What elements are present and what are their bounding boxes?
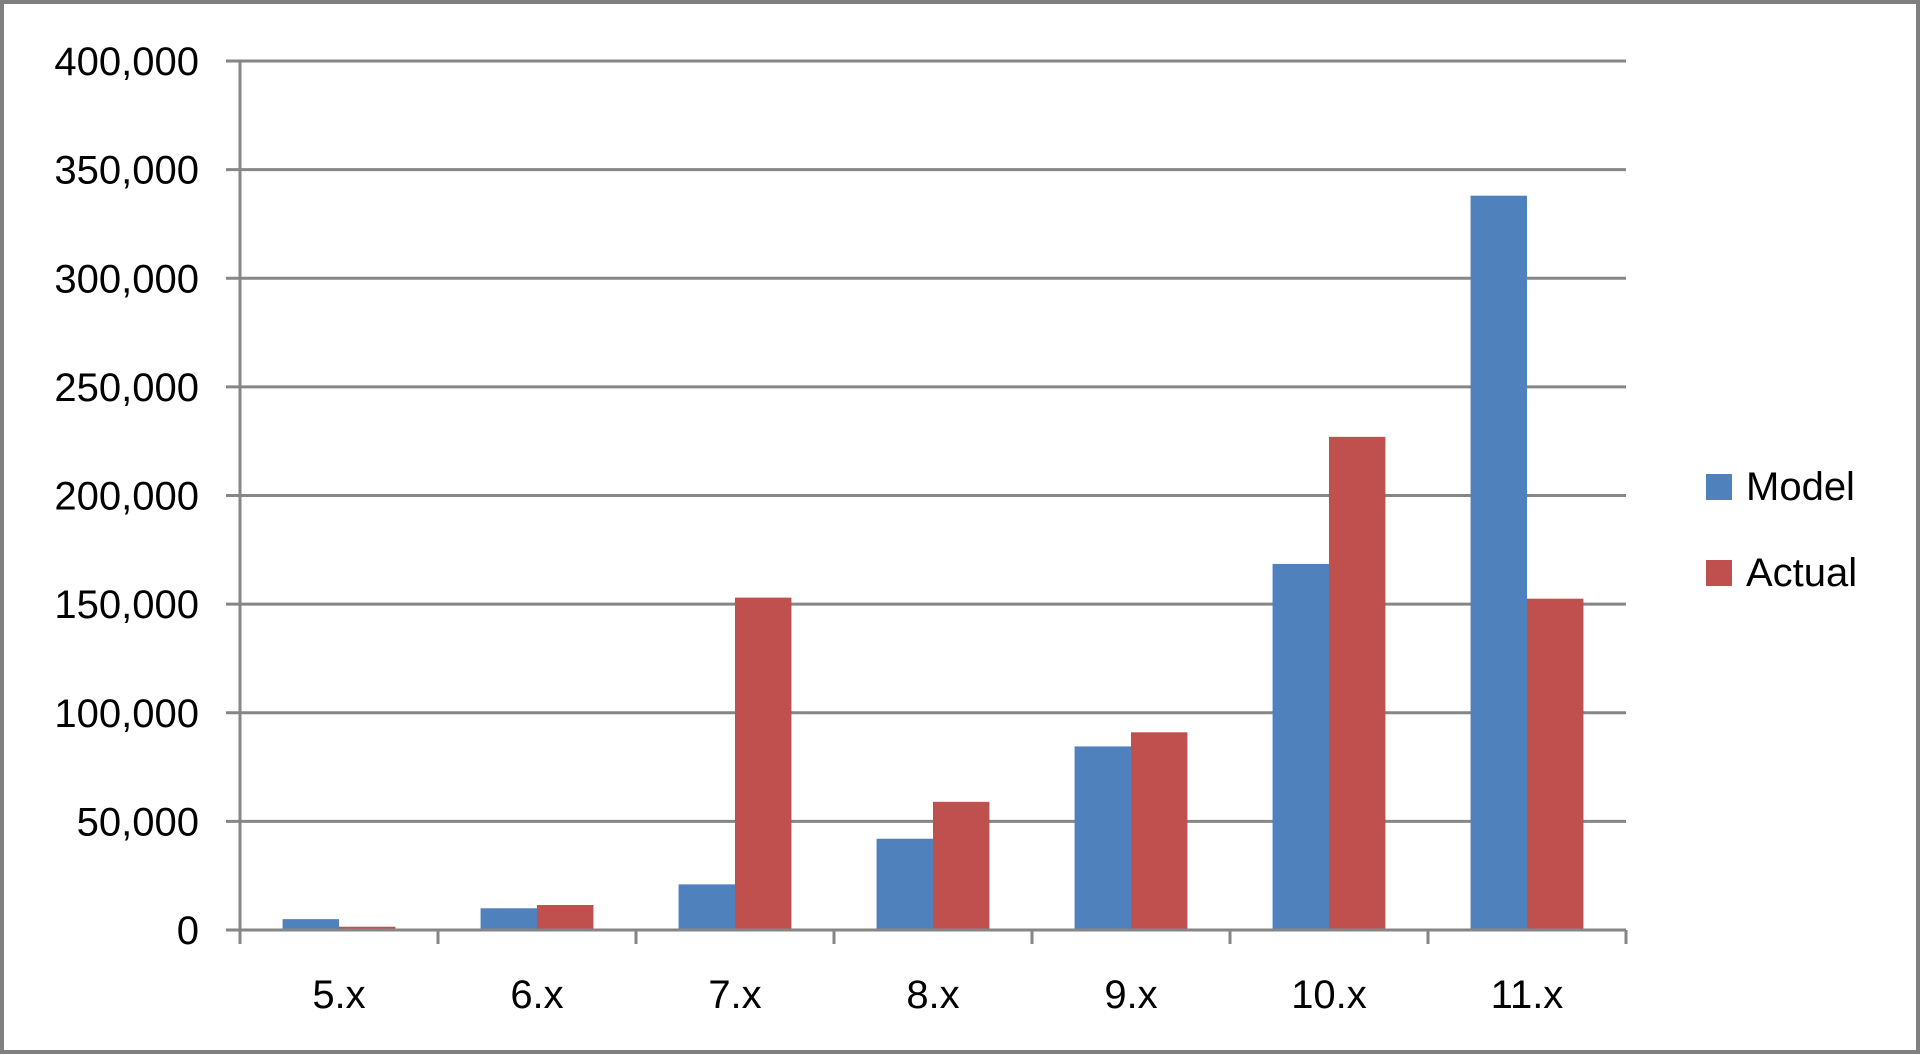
y-tick-label: 150,000 xyxy=(54,583,199,627)
legend-label-model: Model xyxy=(1746,465,1855,509)
x-tick-label: 8.x xyxy=(906,973,959,1017)
y-tick-label: 100,000 xyxy=(54,692,199,736)
y-tick-labels: 0 50,000 100,000 150,000 200,000 250,000 300,0… xyxy=(54,40,199,953)
legend-swatch-model xyxy=(1706,474,1732,500)
bar-actual-10-x xyxy=(1329,436,1386,930)
x-tick-label: 6.x xyxy=(510,973,563,1017)
x-tick-label: 7.x xyxy=(708,973,761,1017)
bar-actual-8-x xyxy=(933,801,990,930)
y-tick-label: 250,000 xyxy=(54,366,199,410)
legend-swatch-actual xyxy=(1706,560,1732,586)
x-tick-label: 11.x xyxy=(1491,973,1564,1017)
bar-actual-5-x xyxy=(339,926,396,930)
bars xyxy=(282,195,1584,930)
bar-model-9-x xyxy=(1074,746,1131,930)
bar-model-10-x xyxy=(1272,563,1329,930)
y-tick-label: 300,000 xyxy=(54,257,199,301)
legend-label-actual: Actual xyxy=(1746,551,1857,595)
y-tick-label: 200,000 xyxy=(54,475,199,519)
bar-chart: 0 50,000 100,000 150,000 200,000 250,000 300,0… xyxy=(54,40,1857,1017)
y-tick-label: 0 xyxy=(177,909,199,953)
bar-model-6-x xyxy=(480,908,537,930)
bar-actual-9-x xyxy=(1131,732,1188,930)
legend: Model Actual xyxy=(1706,465,1857,595)
axes xyxy=(226,61,1628,944)
bar-model-8-x xyxy=(876,838,933,930)
x-tick-label: 5.x xyxy=(312,973,365,1017)
y-tick-label: 400,000 xyxy=(54,40,199,84)
x-tick-label: 9.x xyxy=(1104,973,1157,1017)
bar-model-7-x xyxy=(678,884,735,930)
y-tick-label: 350,000 xyxy=(54,149,199,193)
x-tick-labels: 5.x 6.x 7.x 8.x 9.x 10.x 11.x xyxy=(312,973,1563,1017)
gridlines xyxy=(226,59,1626,823)
bar-model-11-x xyxy=(1470,195,1527,930)
y-tick-label: 50,000 xyxy=(77,800,199,844)
bar-actual-7-x xyxy=(735,597,792,930)
bar-actual-11-x xyxy=(1527,598,1584,930)
bar-actual-6-x xyxy=(537,905,594,930)
bar-model-5-x xyxy=(282,919,339,930)
x-tick-label: 10.x xyxy=(1291,973,1367,1017)
